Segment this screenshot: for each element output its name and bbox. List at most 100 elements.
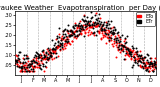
- Point: [139, 50, 141, 51]
- Point: [30, 65, 33, 67]
- Point: [83, 24, 86, 26]
- Point: [98, 30, 100, 31]
- Point: [36, 56, 39, 57]
- Point: [137, 60, 140, 61]
- Point: [73, 33, 75, 34]
- Point: [108, 28, 111, 29]
- Point: [27, 64, 29, 65]
- Point: [39, 56, 41, 58]
- Point: [14, 60, 17, 61]
- Point: [59, 50, 62, 51]
- Point: [115, 41, 117, 42]
- Point: [67, 40, 69, 41]
- Point: [133, 58, 136, 59]
- Point: [44, 66, 46, 67]
- Point: [84, 23, 87, 25]
- Point: [123, 40, 125, 41]
- Point: [85, 28, 88, 30]
- Point: [155, 61, 157, 62]
- Point: [16, 59, 19, 60]
- Point: [60, 39, 62, 41]
- Point: [25, 66, 28, 67]
- Point: [91, 33, 93, 34]
- Point: [90, 12, 92, 13]
- Point: [29, 60, 32, 62]
- Point: [88, 33, 91, 34]
- Point: [142, 59, 144, 60]
- Point: [139, 55, 141, 57]
- Point: [150, 63, 152, 64]
- Point: [153, 64, 156, 66]
- Point: [127, 48, 130, 50]
- Point: [150, 60, 152, 62]
- Point: [48, 57, 50, 58]
- Point: [117, 45, 120, 46]
- Point: [56, 46, 58, 47]
- Point: [28, 70, 31, 71]
- Point: [89, 24, 91, 25]
- Point: [97, 22, 100, 23]
- Point: [32, 58, 35, 60]
- Point: [127, 49, 129, 50]
- Point: [116, 32, 118, 34]
- Point: [84, 32, 86, 33]
- Point: [94, 21, 96, 22]
- Point: [46, 59, 49, 61]
- Point: [143, 66, 145, 67]
- Point: [112, 33, 115, 34]
- Point: [60, 39, 62, 41]
- Point: [101, 25, 103, 26]
- Point: [49, 48, 52, 50]
- Point: [31, 67, 34, 69]
- Point: [128, 53, 131, 54]
- Point: [34, 56, 37, 57]
- Point: [83, 16, 85, 17]
- Point: [145, 66, 148, 67]
- Point: [21, 69, 23, 70]
- Point: [114, 28, 116, 29]
- Point: [131, 45, 133, 46]
- Point: [85, 24, 88, 25]
- Point: [32, 70, 35, 71]
- Point: [63, 39, 66, 41]
- Point: [143, 56, 145, 58]
- Point: [77, 24, 79, 26]
- Point: [78, 22, 80, 23]
- Point: [105, 24, 108, 26]
- Point: [81, 24, 84, 25]
- Point: [75, 24, 77, 25]
- Point: [106, 22, 108, 23]
- Point: [141, 58, 143, 60]
- Point: [138, 55, 140, 56]
- Point: [153, 62, 156, 63]
- Point: [57, 45, 60, 47]
- Point: [154, 62, 156, 63]
- Point: [135, 51, 137, 53]
- Point: [113, 32, 115, 34]
- Point: [100, 29, 103, 31]
- Point: [136, 60, 139, 61]
- Point: [117, 41, 120, 43]
- Point: [117, 31, 119, 32]
- Point: [117, 34, 119, 35]
- Point: [102, 25, 104, 26]
- Point: [42, 51, 45, 52]
- Point: [146, 62, 149, 64]
- Point: [29, 65, 32, 67]
- Point: [28, 63, 31, 64]
- Point: [136, 55, 139, 57]
- Point: [88, 24, 91, 25]
- Point: [33, 60, 35, 62]
- Point: [73, 36, 75, 37]
- Point: [76, 25, 79, 27]
- Point: [37, 65, 40, 66]
- Point: [15, 64, 18, 65]
- Point: [129, 51, 131, 52]
- Point: [69, 43, 71, 45]
- Point: [100, 26, 102, 27]
- Point: [144, 65, 147, 67]
- Point: [52, 48, 55, 50]
- Point: [68, 42, 70, 44]
- Point: [79, 30, 81, 32]
- Point: [64, 28, 66, 30]
